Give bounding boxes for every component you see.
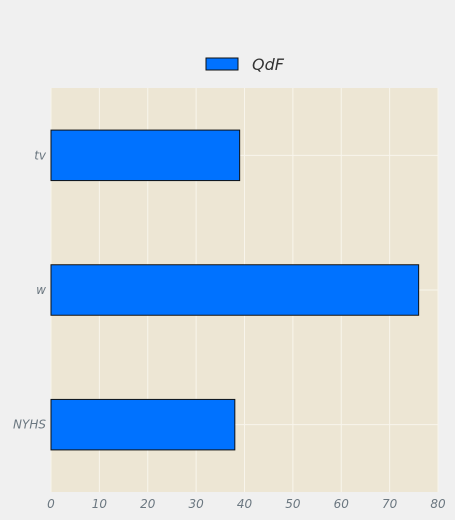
legend-swatch [205,57,239,71]
bar-w [50,264,420,316]
y-tick-label: tv [34,148,47,162]
bar-tv [50,129,241,182]
y-tick-label: NYHS [13,418,46,432]
x-tick-label: 70 [382,497,398,511]
x-tick-label: 60 [334,497,350,511]
legend-label: QdF [252,55,285,74]
x-tick-label: 0 [47,497,55,511]
y-tick-label: w [36,283,46,297]
x-tick-label: 30 [188,497,204,511]
x-tick-label: 20 [140,497,156,511]
bar-NYHS [50,398,236,451]
x-tick-label: 40 [237,497,253,511]
x-tick-label: 10 [92,497,108,511]
x-tick-label: 50 [285,497,301,511]
x-tick-label: 80 [430,497,446,511]
